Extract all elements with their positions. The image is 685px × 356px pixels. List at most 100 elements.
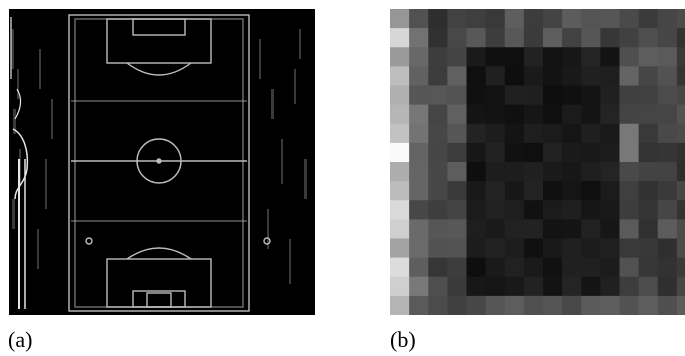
pixel-block xyxy=(504,200,525,220)
pixel-block xyxy=(600,200,621,220)
pixel-block xyxy=(466,200,487,220)
pixel-block xyxy=(466,219,487,240)
pixel-block xyxy=(543,123,563,144)
pixel-block xyxy=(428,238,448,259)
pixel-block xyxy=(428,257,448,278)
pixel-block xyxy=(638,142,659,163)
pixel-block xyxy=(600,9,621,29)
pixel-block xyxy=(600,257,621,278)
pixel-block xyxy=(638,295,659,315)
pixel-block xyxy=(638,47,659,67)
pixel-block xyxy=(504,28,525,48)
pixel-block xyxy=(409,142,429,163)
pixel-block xyxy=(562,123,582,144)
pixel-block xyxy=(504,123,525,144)
pixel-block xyxy=(619,238,640,259)
pixel-block xyxy=(581,200,601,220)
pixel-block xyxy=(466,28,487,48)
pixel-block xyxy=(466,162,487,182)
pixel-block xyxy=(485,219,506,240)
pixel-block xyxy=(428,28,448,48)
field-lines xyxy=(68,14,271,312)
pixel-block xyxy=(581,9,601,29)
edge-noise-right xyxy=(259,29,307,284)
pixel-block xyxy=(619,181,640,201)
pixel-block xyxy=(543,28,563,48)
pixel-block xyxy=(485,295,506,315)
pixel-block xyxy=(543,181,563,201)
pixel-block xyxy=(638,181,659,201)
pixel-block xyxy=(657,181,678,201)
pixel-block xyxy=(562,28,582,48)
pixel-block xyxy=(619,295,640,315)
pixel-block xyxy=(523,200,544,220)
pixel-block xyxy=(562,257,582,278)
pixel-block xyxy=(676,181,685,201)
pixel-block xyxy=(562,276,582,297)
pixel-block xyxy=(409,200,429,220)
pixel-block xyxy=(447,123,468,144)
pixel-block xyxy=(504,181,525,201)
pixel-block xyxy=(485,181,506,201)
pixel-block xyxy=(657,85,678,106)
pixel-block xyxy=(390,276,410,297)
pixel-block xyxy=(543,162,563,182)
pixel-block xyxy=(409,162,429,182)
pixel-block xyxy=(485,85,506,106)
pixel-block xyxy=(523,142,544,163)
pixel-block xyxy=(581,181,601,201)
pixel-block xyxy=(581,123,601,144)
pixel-block xyxy=(600,47,621,67)
pixel-block xyxy=(447,47,468,67)
pixel-block xyxy=(504,257,525,278)
pixel-block xyxy=(409,9,429,29)
pixel-block xyxy=(504,104,525,125)
pixel-block xyxy=(409,104,429,125)
pixel-block xyxy=(390,47,410,67)
pixel-block xyxy=(657,238,678,259)
pixel-block xyxy=(619,47,640,67)
pixel-block xyxy=(428,85,448,106)
pixel-block xyxy=(600,104,621,125)
pixel-block xyxy=(504,142,525,163)
pixel-block xyxy=(619,142,640,163)
pixel-block xyxy=(447,9,468,29)
pixel-block xyxy=(638,276,659,297)
pixel-block xyxy=(581,219,601,240)
pixel-block xyxy=(504,295,525,315)
pixel-block xyxy=(619,276,640,297)
pixel-block xyxy=(390,9,410,29)
pixel-block xyxy=(485,276,506,297)
pixel-block xyxy=(676,85,685,106)
pixel-block xyxy=(447,162,468,182)
pixel-block xyxy=(428,200,448,220)
pixel-block xyxy=(657,219,678,240)
pixel-block xyxy=(466,66,487,87)
pixel-block xyxy=(619,9,640,29)
pixel-block xyxy=(676,276,685,297)
pixel-block xyxy=(543,9,563,29)
pixel-block xyxy=(447,85,468,106)
pixel-block xyxy=(428,123,448,144)
pixel-block xyxy=(466,85,487,106)
edge-map-image xyxy=(9,9,315,315)
pixel-block xyxy=(638,9,659,29)
pixel-block xyxy=(638,66,659,87)
pixel-block xyxy=(657,200,678,220)
pixelated-image xyxy=(390,9,685,315)
pixel-block xyxy=(409,181,429,201)
pixel-block xyxy=(390,219,410,240)
pixel-block xyxy=(543,276,563,297)
pixel-block xyxy=(485,47,506,67)
pixel-block xyxy=(581,66,601,87)
pixel-block xyxy=(523,104,544,125)
pixel-block xyxy=(523,257,544,278)
pixel-block xyxy=(600,219,621,240)
pixel-block xyxy=(485,162,506,182)
pixel-block xyxy=(657,104,678,125)
pixel-block xyxy=(562,85,582,106)
pixel-block xyxy=(504,9,525,29)
pixel-block xyxy=(485,66,506,87)
pixel-block xyxy=(523,295,544,315)
pixel-block xyxy=(600,162,621,182)
